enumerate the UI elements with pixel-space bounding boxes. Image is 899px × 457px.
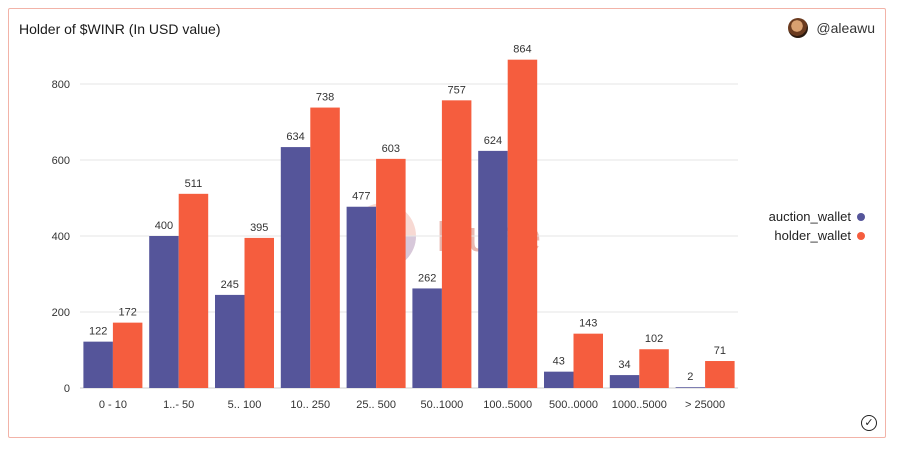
legend-item-auction-wallet[interactable]: auction_wallet bbox=[769, 207, 865, 226]
bar-holder_wallet bbox=[112, 322, 143, 388]
legend-label: auction_wallet bbox=[768, 209, 851, 224]
data-label: 400 bbox=[155, 220, 173, 232]
legend: auction_wallet holder_wallet bbox=[769, 207, 865, 245]
bar-auction_wallet bbox=[544, 371, 574, 388]
legend-item-holder-wallet[interactable]: holder_wallet bbox=[769, 226, 865, 245]
x-tick-label: 50..1000 bbox=[420, 399, 463, 411]
data-label: 43 bbox=[553, 356, 565, 368]
y-tick-label: 0 bbox=[64, 383, 70, 395]
bar-auction_wallet bbox=[675, 387, 706, 388]
y-tick-label: 400 bbox=[52, 231, 70, 243]
data-label: 757 bbox=[447, 84, 465, 96]
bar-auction_wallet bbox=[412, 288, 442, 388]
bar-holder_wallet bbox=[376, 158, 406, 388]
data-label: 102 bbox=[645, 333, 663, 345]
bar-auction_wallet bbox=[346, 206, 377, 388]
x-tick-label: 25.. 500 bbox=[356, 399, 396, 411]
legend-label: holder_wallet bbox=[774, 228, 851, 243]
author-badge[interactable]: @aleawu bbox=[788, 18, 875, 38]
bar-auction_wallet bbox=[609, 375, 640, 388]
data-label: 511 bbox=[185, 178, 203, 190]
x-tick-label: 10.. 250 bbox=[290, 399, 330, 411]
bar-holder_wallet bbox=[310, 107, 340, 388]
avatar bbox=[788, 18, 809, 38]
bar-holder_wallet bbox=[441, 100, 472, 388]
legend-dot bbox=[857, 231, 865, 240]
bar-auction_wallet bbox=[83, 341, 113, 388]
x-tick-label: 100..5000 bbox=[483, 399, 532, 411]
data-label: 122 bbox=[89, 326, 107, 338]
data-label: 395 bbox=[250, 222, 268, 234]
data-label: 245 bbox=[221, 279, 239, 291]
x-tick-label: 5.. 100 bbox=[228, 399, 262, 411]
data-label: 34 bbox=[618, 359, 630, 371]
bar-holder_wallet bbox=[507, 59, 538, 389]
data-label: 738 bbox=[316, 92, 334, 104]
chart-title: Holder of $WINR (In USD value) bbox=[19, 21, 221, 37]
data-label: 71 bbox=[714, 345, 726, 357]
x-tick-label: > 25000 bbox=[685, 399, 725, 411]
data-label: 143 bbox=[579, 318, 597, 330]
legend-dot bbox=[857, 212, 865, 221]
bar-holder_wallet bbox=[639, 349, 669, 388]
data-label: 864 bbox=[513, 44, 531, 56]
bar-holder_wallet bbox=[705, 361, 735, 388]
data-label: 477 bbox=[352, 191, 370, 203]
x-tick-label: 1..- 50 bbox=[163, 399, 194, 411]
author-name[interactable]: @aleawu bbox=[816, 20, 875, 36]
bar-holder_wallet bbox=[244, 237, 274, 388]
data-label: 624 bbox=[484, 135, 502, 147]
y-tick-label: 200 bbox=[52, 307, 70, 319]
checkmark-icon[interactable]: ✓ bbox=[861, 415, 877, 431]
data-label: 2 bbox=[687, 371, 693, 383]
bar-auction_wallet bbox=[280, 147, 311, 388]
x-tick-label: 1000..5000 bbox=[612, 399, 667, 411]
bar-auction_wallet bbox=[149, 236, 179, 388]
bar-auction_wallet bbox=[478, 150, 508, 388]
bar-auction_wallet bbox=[215, 294, 245, 388]
bar-holder_wallet bbox=[573, 333, 603, 388]
data-label: 634 bbox=[286, 131, 304, 143]
bar-holder_wallet bbox=[178, 193, 209, 388]
data-label: 603 bbox=[382, 143, 400, 155]
data-label: 262 bbox=[418, 272, 436, 284]
x-tick-label: 500..0000 bbox=[549, 399, 598, 411]
x-tick-label: 0 - 10 bbox=[99, 399, 127, 411]
y-tick-label: 600 bbox=[52, 155, 70, 167]
y-tick-label: 800 bbox=[52, 79, 70, 91]
data-label: 172 bbox=[118, 307, 136, 319]
